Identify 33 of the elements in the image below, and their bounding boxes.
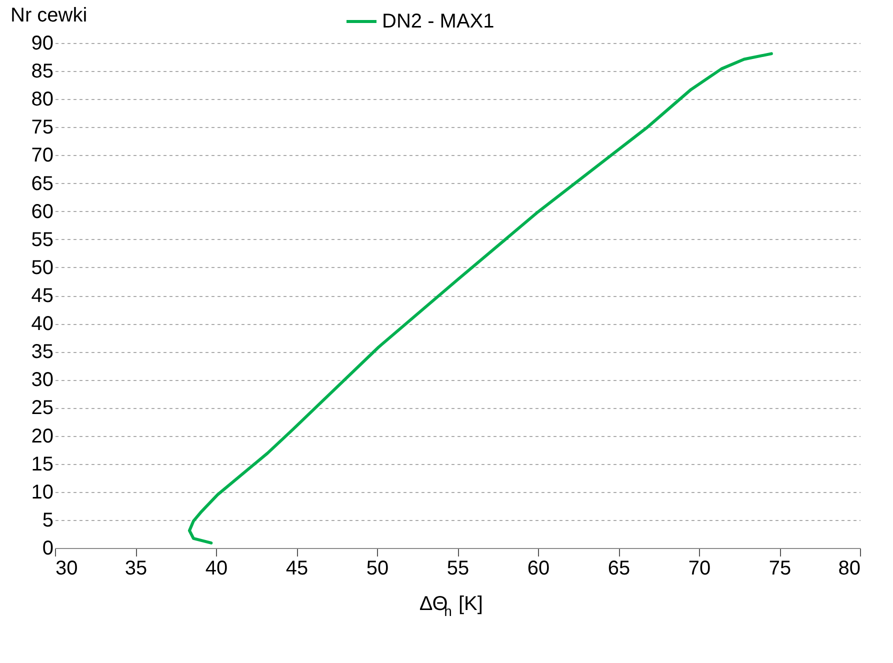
x-tick-label: 65 <box>608 558 630 580</box>
x-tick-label: 50 <box>366 558 389 580</box>
y-tick-label: 20 <box>31 425 54 448</box>
y-tick-label: 15 <box>31 453 54 476</box>
y-tick-label: 85 <box>31 60 54 83</box>
y-tick-label: 25 <box>31 397 54 420</box>
y-tick-label: 40 <box>31 313 54 336</box>
y-axis-title: Nr cewki <box>10 4 88 26</box>
x-tick-label: 30 <box>56 558 78 580</box>
y-tick-label: 90 <box>31 32 54 54</box>
x-tick-label: 70 <box>688 558 711 580</box>
y-tick-label: 30 <box>31 369 54 392</box>
x-tick-label: 35 <box>124 558 148 580</box>
y-tick-label: 5 <box>42 509 54 532</box>
y-tick-label: 80 <box>31 88 54 111</box>
x-tick-label: 75 <box>768 558 792 580</box>
y-tick-label: 45 <box>31 285 54 307</box>
legend-label: DN2 - MAX1 <box>382 10 494 32</box>
x-tick-label: 55 <box>446 558 470 580</box>
y-tick-label: 65 <box>31 172 54 195</box>
y-tick-label: 10 <box>31 481 54 504</box>
y-tick-label: 55 <box>31 228 54 251</box>
y-tick-label: 75 <box>31 116 54 139</box>
y-tick-label: 50 <box>31 256 54 279</box>
x-tick-label: 80 <box>838 558 860 580</box>
y-tick-label: 35 <box>31 341 54 364</box>
y-tick-label: 70 <box>31 144 54 167</box>
y-tick-label: 60 <box>31 200 54 223</box>
y-tick-label: 0 <box>42 538 54 560</box>
line-series <box>188 52 773 544</box>
x-tick-label: 60 <box>527 558 550 580</box>
x-tick-label: 45 <box>286 558 308 580</box>
x-tick-label: 40 <box>205 558 228 580</box>
